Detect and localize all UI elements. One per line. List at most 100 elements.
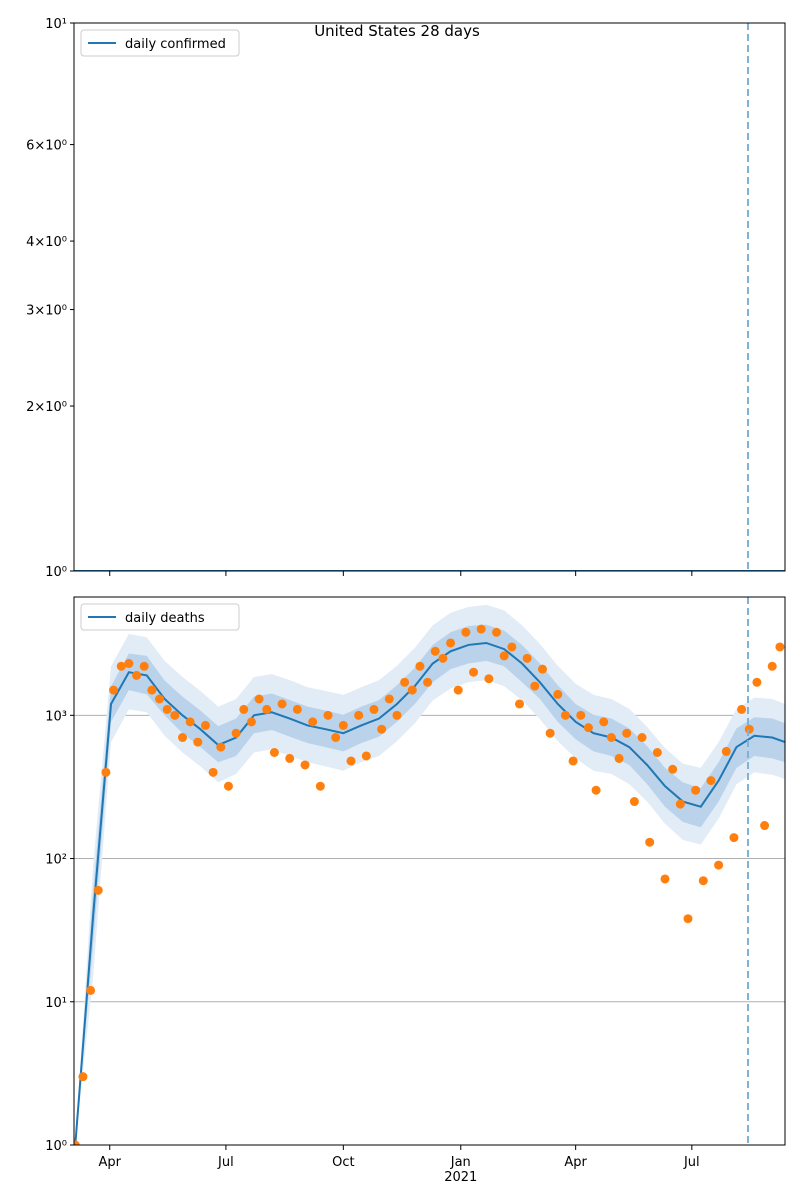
point xyxy=(369,704,379,714)
point xyxy=(545,728,555,738)
point xyxy=(132,670,142,680)
point xyxy=(178,733,188,743)
point xyxy=(668,764,678,774)
point xyxy=(530,681,540,691)
line xyxy=(74,641,785,1145)
point xyxy=(277,699,287,709)
point xyxy=(246,717,256,727)
point xyxy=(438,653,448,663)
axes-frame xyxy=(73,22,786,572)
confidence-band xyxy=(75,624,785,1145)
y-tick-label: 3×10⁰ xyxy=(26,304,67,319)
point xyxy=(200,720,210,730)
point xyxy=(522,653,532,663)
point xyxy=(78,1072,88,1082)
y-tick-label: 6×10⁰ xyxy=(26,139,67,154)
point xyxy=(208,767,218,777)
point xyxy=(629,797,639,807)
point xyxy=(338,720,348,730)
point xyxy=(346,756,356,766)
point xyxy=(377,724,387,734)
point xyxy=(300,760,310,770)
point xyxy=(400,677,410,687)
point xyxy=(292,704,302,714)
point xyxy=(675,799,685,809)
x-tick-sublabel: 2021 xyxy=(444,1170,477,1185)
point xyxy=(216,742,226,752)
point xyxy=(308,717,318,727)
point xyxy=(775,642,785,652)
point xyxy=(407,685,417,695)
x-tick-label: Oct xyxy=(332,1155,354,1170)
x-tick-label: Apr xyxy=(98,1155,121,1170)
point xyxy=(423,677,433,687)
x-tick-label: Jul xyxy=(217,1155,234,1170)
point xyxy=(737,704,747,714)
point xyxy=(147,685,157,695)
point xyxy=(583,723,593,733)
point xyxy=(752,677,762,687)
point xyxy=(484,674,494,684)
y-tick-label: 10⁰ xyxy=(45,565,67,580)
point xyxy=(331,733,341,743)
y-tick-label: 10² xyxy=(45,853,67,868)
point xyxy=(101,767,111,777)
point xyxy=(637,733,647,743)
point xyxy=(269,748,279,758)
point xyxy=(323,710,333,720)
x-tick-label: Jul xyxy=(683,1155,700,1170)
point xyxy=(560,710,570,720)
point xyxy=(223,781,233,791)
point xyxy=(93,885,103,895)
point xyxy=(74,1140,80,1145)
point xyxy=(109,685,119,695)
axes-frame xyxy=(73,596,786,1146)
point xyxy=(714,860,724,870)
plot-area xyxy=(74,604,785,1145)
point xyxy=(514,699,524,709)
figure-title: United States 28 days xyxy=(314,22,480,40)
legend-label: daily deaths xyxy=(125,611,205,626)
point xyxy=(354,710,364,720)
y-tick-label: 4×10⁰ xyxy=(26,235,67,250)
legend-box xyxy=(80,603,240,631)
point xyxy=(453,685,463,695)
y-tick-label: 10³ xyxy=(45,709,67,724)
point xyxy=(729,833,739,843)
point xyxy=(691,785,701,795)
point xyxy=(622,728,632,738)
point xyxy=(537,664,547,674)
point xyxy=(614,753,624,763)
point xyxy=(553,689,563,699)
point xyxy=(446,638,456,648)
point xyxy=(507,642,517,652)
point xyxy=(86,985,96,995)
point xyxy=(476,624,486,634)
point xyxy=(361,751,371,761)
point xyxy=(645,837,655,847)
point xyxy=(767,661,777,671)
point xyxy=(606,733,616,743)
legend-box xyxy=(80,29,240,57)
point xyxy=(760,821,770,831)
x-tick-label: Jan xyxy=(450,1155,471,1170)
point xyxy=(384,694,394,704)
point xyxy=(285,753,295,763)
point xyxy=(139,661,149,671)
legend-label: daily confirmed xyxy=(125,37,226,52)
point xyxy=(744,724,754,734)
point xyxy=(231,728,241,738)
point xyxy=(721,746,731,756)
point xyxy=(392,710,402,720)
point xyxy=(568,756,578,766)
point xyxy=(599,717,609,727)
point xyxy=(415,661,425,671)
x-tick-label: Apr xyxy=(564,1155,587,1170)
point xyxy=(155,694,165,704)
point xyxy=(698,876,708,886)
point xyxy=(591,785,601,795)
point xyxy=(430,646,440,656)
point xyxy=(124,659,134,669)
